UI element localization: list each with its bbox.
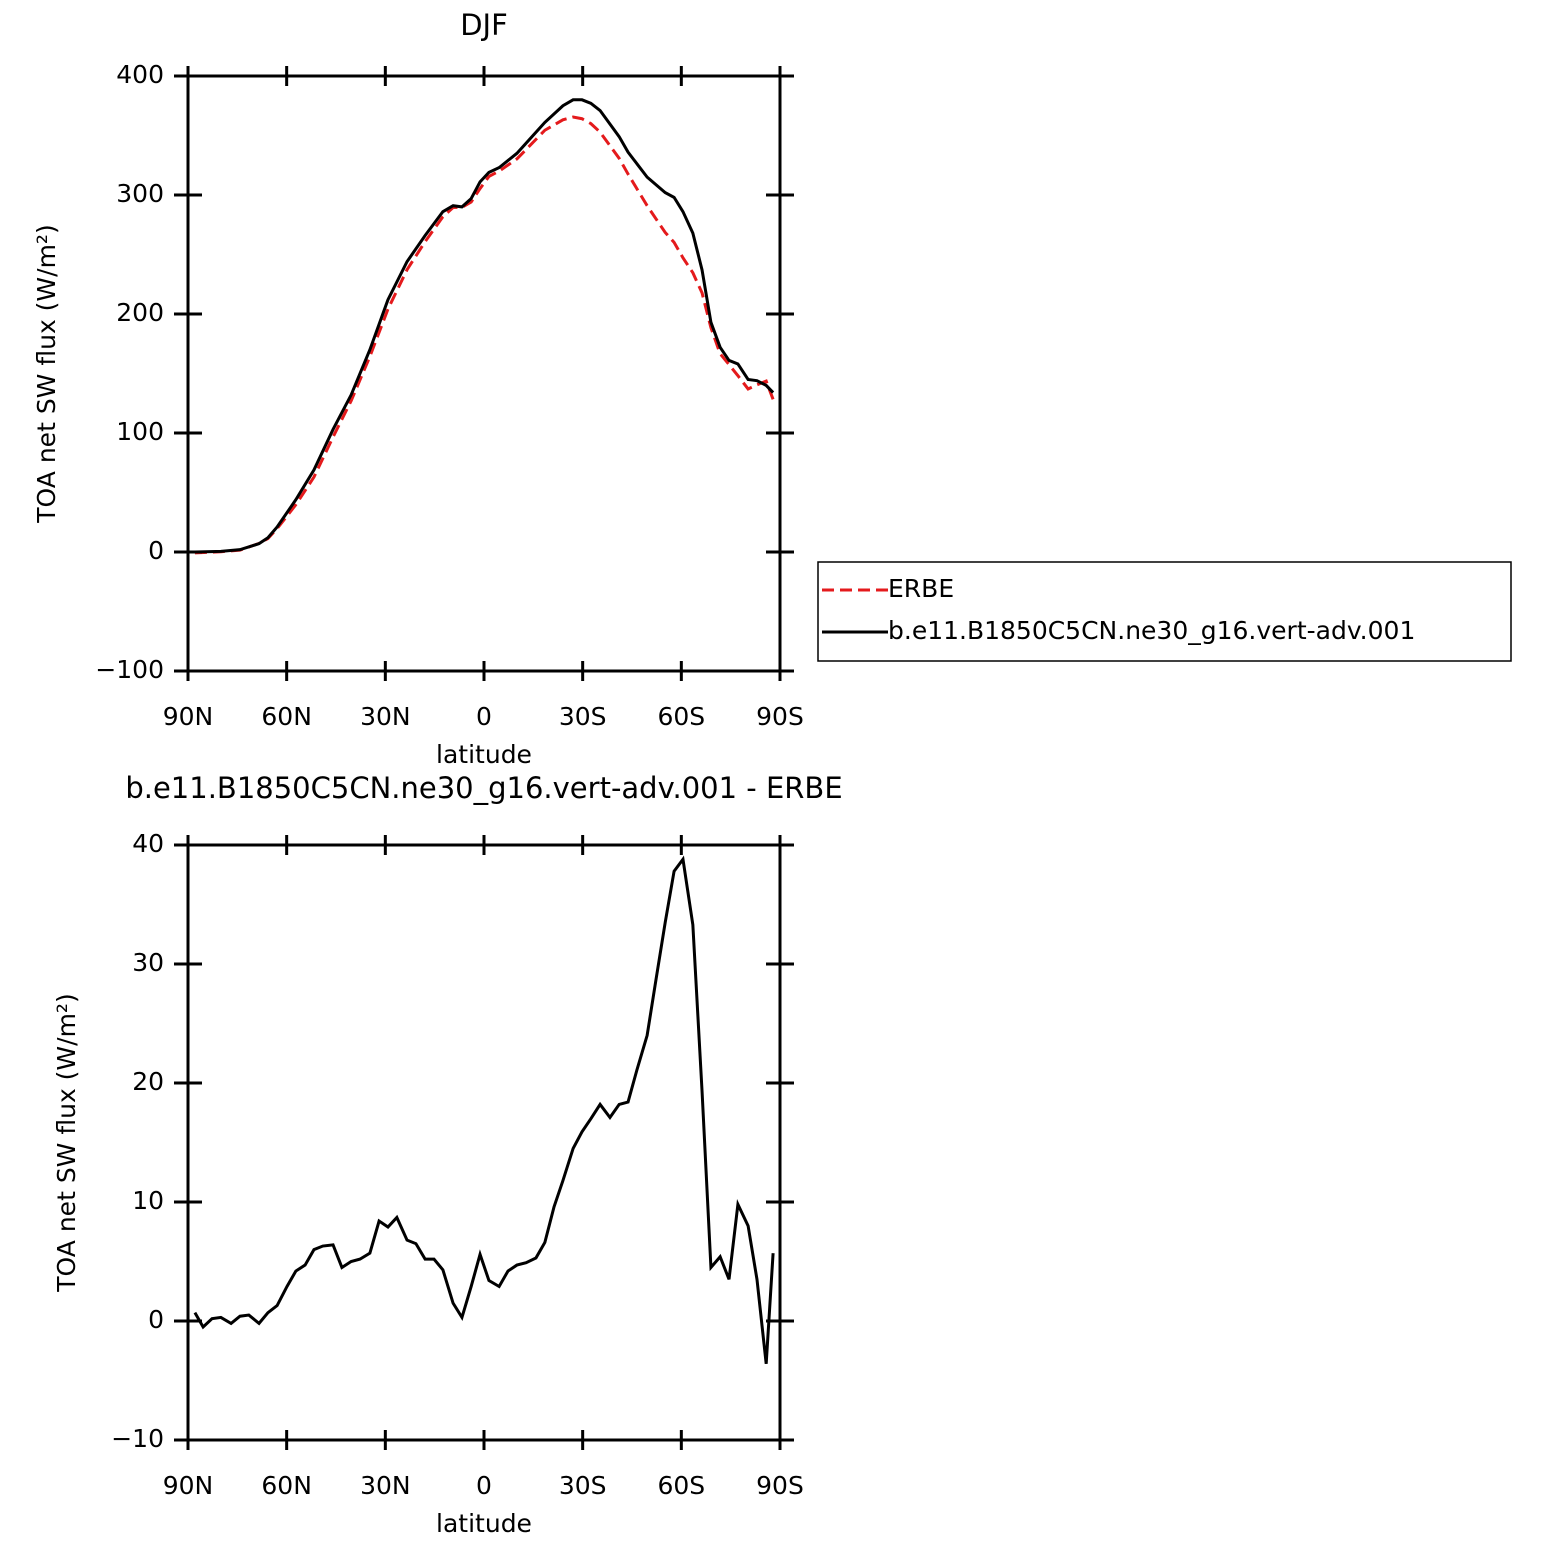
y-tick-label: 0 bbox=[148, 536, 164, 565]
x-tick-label: 30N bbox=[360, 702, 411, 731]
chart-title: b.e11.B1850C5CN.ne30_g16.vert-adv.001 - … bbox=[125, 771, 842, 805]
x-tick-label: 60S bbox=[657, 1471, 705, 1500]
y-tick-label: 10 bbox=[132, 1186, 164, 1215]
y-tick-label: −100 bbox=[95, 655, 164, 684]
data-line bbox=[193, 855, 775, 1365]
x-tick-label: 60N bbox=[261, 1471, 312, 1500]
y-tick-label: 30 bbox=[132, 948, 164, 977]
y-tick-label: 0 bbox=[148, 1305, 164, 1334]
x-tick-label: 90N bbox=[163, 702, 214, 731]
y-tick-label: 300 bbox=[116, 179, 164, 208]
x-tick-label: 0 bbox=[476, 1471, 492, 1500]
x-axis-label: latitude bbox=[436, 740, 532, 769]
y-tick-label: 40 bbox=[132, 829, 164, 858]
data-line bbox=[194, 115, 775, 555]
x-tick-label: 30S bbox=[559, 702, 607, 731]
y-tick-label: 100 bbox=[116, 417, 164, 446]
chart-title: DJF bbox=[460, 8, 508, 42]
x-tick-label: 90N bbox=[163, 1471, 214, 1500]
y-axis-label: TOA net SW flux (W/m²) bbox=[32, 224, 61, 523]
x-tick-label: 0 bbox=[476, 702, 492, 731]
legend-label: b.e11.B1850C5CN.ne30_g16.vert-adv.001 bbox=[888, 616, 1415, 645]
y-tick-label: 20 bbox=[132, 1067, 164, 1096]
plot-frame bbox=[186, 843, 782, 1442]
x-axis-label: latitude bbox=[436, 1509, 532, 1538]
legend-box bbox=[817, 561, 1512, 662]
x-tick-label: 30N bbox=[360, 1471, 411, 1500]
x-tick-label: 60S bbox=[657, 702, 705, 731]
x-tick-label: 60N bbox=[261, 702, 312, 731]
y-tick-label: 400 bbox=[116, 60, 164, 89]
plot-frame bbox=[186, 74, 782, 673]
y-axis-label: TOA net SW flux (W/m²) bbox=[52, 993, 81, 1292]
y-tick-label: −10 bbox=[111, 1424, 164, 1453]
data-line bbox=[194, 98, 775, 554]
x-tick-label: 30S bbox=[559, 1471, 607, 1500]
x-tick-label: 90S bbox=[756, 1471, 804, 1500]
y-tick-label: 200 bbox=[116, 298, 164, 327]
x-tick-label: 90S bbox=[756, 702, 804, 731]
legend-label: ERBE bbox=[888, 574, 954, 603]
